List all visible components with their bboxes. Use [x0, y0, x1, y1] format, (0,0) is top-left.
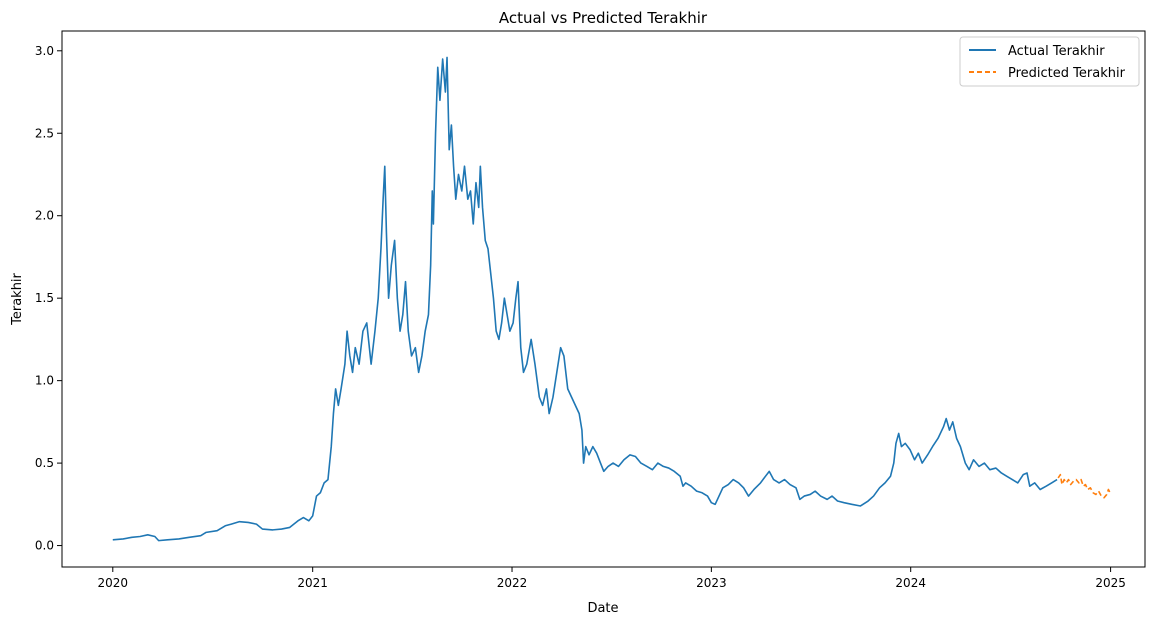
y-tick-label: 2.0	[35, 209, 54, 223]
chart-title: Actual vs Predicted Terakhir	[499, 9, 708, 27]
x-axis-ticks: 2020 2021 2022 2023 2024 2025	[98, 567, 1126, 590]
y-tick-label: 0.5	[35, 456, 54, 470]
x-tick-label: 2022	[497, 576, 528, 590]
y-tick-label: 0.0	[35, 539, 54, 553]
x-tick-label: 2025	[1095, 576, 1126, 590]
legend-label-predicted: Predicted Terakhir	[1008, 66, 1126, 81]
x-tick-label: 2021	[297, 576, 328, 590]
legend: Actual Terakhir Predicted Terakhir	[959, 36, 1140, 87]
legend-box	[959, 36, 1140, 87]
legend-label-actual: Actual Terakhir	[1008, 44, 1105, 59]
y-tick-label: 1.5	[35, 291, 54, 305]
y-tick-label: 1.0	[35, 374, 54, 388]
x-tick-label: 2023	[696, 576, 727, 590]
plot-lines	[112, 56, 1111, 542]
y-axis-ticks: 0.0 0.5 1.0 1.5 2.0 2.5 3.0	[35, 44, 62, 553]
x-axis-title: Date	[587, 601, 618, 616]
series-line-actual	[112, 56, 1058, 542]
plot-frame	[61, 30, 1146, 568]
y-tick-label: 3.0	[35, 44, 54, 58]
x-tick-label: 2024	[895, 576, 926, 590]
y-tick-label: 2.5	[35, 126, 54, 140]
y-axis-title: Terakhir	[10, 272, 25, 325]
x-tick-label: 2020	[98, 576, 129, 590]
